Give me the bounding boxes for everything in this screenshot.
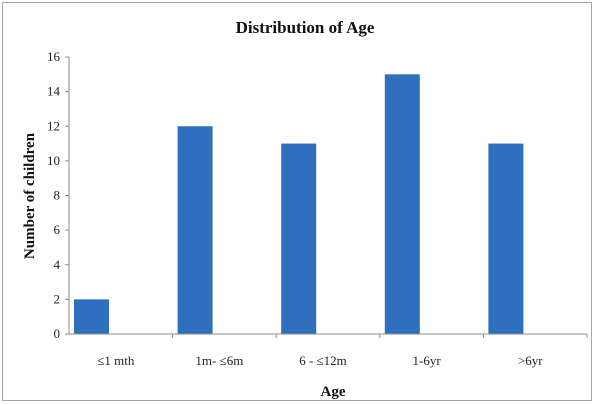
y-tick-label: 0 <box>54 326 61 341</box>
bar <box>488 143 524 334</box>
y-tick-label: 16 <box>47 49 61 64</box>
bar <box>177 126 213 334</box>
chart-title: Distribution of Age <box>236 18 375 37</box>
y-tick-label: 10 <box>47 153 60 168</box>
x-tick-label: 1m- ≤6m <box>195 353 243 368</box>
x-tick-label: 1-6yr <box>413 353 442 368</box>
x-tick-label: >6yr <box>518 353 543 368</box>
y-tick-label: 8 <box>54 188 61 203</box>
y-tick-label: 6 <box>54 222 61 237</box>
plot-area: 0 2 4 6 8 10 12 14 16 ≤1 mth 1m- ≤6m 6 - ≤12m 1-6yr >… <box>47 49 588 368</box>
y-tick-label: 14 <box>47 84 61 99</box>
bar <box>281 143 317 334</box>
x-tick-label: 6 - ≤12m <box>299 353 347 368</box>
bar <box>384 74 420 334</box>
x-axis-label: Age <box>321 384 346 400</box>
y-tick-label: 4 <box>54 257 61 272</box>
x-tick-label: ≤1 mth <box>97 353 135 368</box>
y-tick-label: 12 <box>47 118 60 133</box>
y-axis-label: Number of children <box>22 132 38 259</box>
y-tick-label: 2 <box>54 291 61 306</box>
bar <box>74 299 109 334</box>
